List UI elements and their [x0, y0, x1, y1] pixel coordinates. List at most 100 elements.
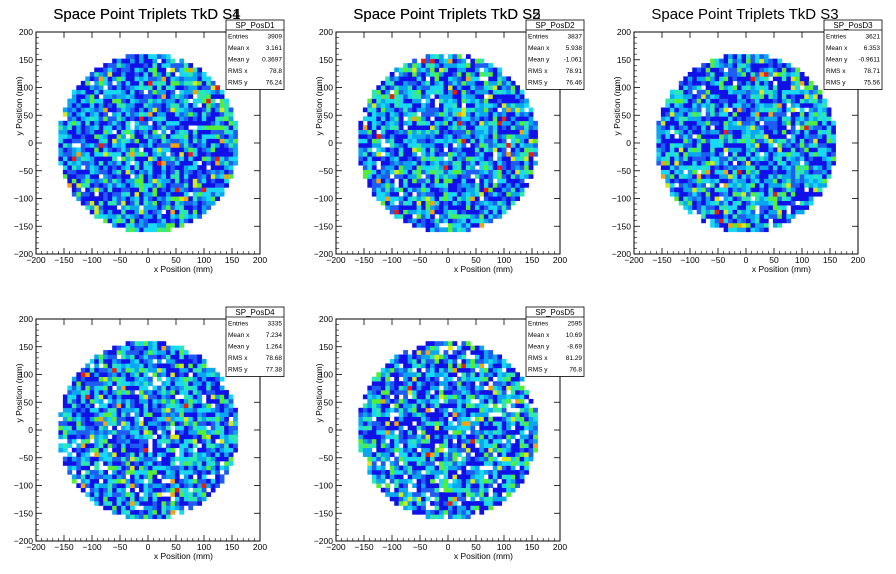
- heatmap-cell: [768, 111, 774, 117]
- heatmap-cell: [497, 94, 503, 99]
- heatmap-cell: [148, 147, 153, 153]
- heatmap-cell: [403, 98, 408, 104]
- heatmap-cell: [656, 151, 662, 157]
- heatmap-cell: [790, 71, 796, 77]
- heatmap-cell: [488, 80, 494, 86]
- heatmap-cell: [76, 416, 82, 422]
- heatmap-cell: [808, 191, 814, 197]
- heatmap-cell: [669, 169, 675, 175]
- heatmap-cell: [506, 111, 512, 117]
- heatmap-cell: [533, 138, 538, 144]
- heatmap-cell: [76, 461, 82, 466]
- heatmap-cell: [474, 143, 480, 148]
- heatmap-cell: [385, 134, 391, 139]
- heatmap-cell: [701, 129, 706, 135]
- heatmap-cell: [786, 196, 792, 202]
- heatmap-cell: [130, 54, 135, 59]
- heatmap-cell: [394, 187, 400, 193]
- heatmap-cell: [528, 138, 534, 144]
- heatmap-cell: [125, 111, 131, 117]
- heatmap-cell: [103, 421, 108, 426]
- heatmap-cell: [71, 138, 77, 144]
- heatmap-cell: [107, 438, 113, 444]
- heatmap-cell: [434, 54, 440, 59]
- heatmap-cell: [152, 89, 158, 95]
- heatmap-cell: [121, 505, 126, 511]
- heatmap-cell: [148, 407, 153, 413]
- heatmap-cell: [179, 447, 185, 453]
- heatmap-cell: [786, 116, 792, 122]
- heatmap-cell: [170, 89, 176, 95]
- heatmap-cell: [215, 147, 220, 153]
- heatmap-cell: [804, 111, 810, 117]
- heatmap-cell: [817, 147, 823, 153]
- heatmap-cell: [371, 116, 377, 122]
- heatmap-cell: [737, 214, 742, 219]
- heatmap-cell: [737, 71, 742, 77]
- heatmap-cell: [398, 98, 404, 104]
- heatmap-cell: [510, 143, 516, 148]
- heatmap-cell: [705, 138, 711, 144]
- heatmap-cell: [139, 452, 144, 457]
- heatmap-cell: [98, 390, 104, 395]
- heatmap-cell: [156, 160, 162, 166]
- heatmap-cell: [804, 134, 810, 139]
- heatmap-cell: [156, 214, 162, 219]
- heatmap-cell: [170, 363, 176, 369]
- heatmap-cell: [439, 214, 444, 219]
- heatmap-cell: [139, 425, 144, 431]
- heatmap-cell: [94, 398, 100, 404]
- heatmap-cell: [165, 501, 171, 506]
- heatmap-cell: [148, 151, 153, 157]
- heatmap-cell: [85, 165, 91, 170]
- heatmap-cell: [448, 182, 453, 188]
- heatmap-cell: [790, 187, 796, 193]
- heatmap-cell: [465, 200, 471, 206]
- heatmap-cell: [443, 151, 449, 157]
- heatmap-cell: [456, 103, 462, 108]
- heatmap-cell: [826, 165, 832, 170]
- heatmap-cell: [358, 156, 364, 162]
- heatmap-cell: [501, 94, 507, 99]
- heatmap-cell: [741, 120, 747, 126]
- heatmap-cell: [759, 191, 765, 197]
- y-tick-label: −200: [14, 249, 33, 259]
- heatmap-cell: [130, 143, 135, 148]
- heatmap-cell: [723, 191, 729, 197]
- heatmap-cell: [683, 196, 689, 202]
- heatmap-cell: [112, 372, 117, 378]
- heatmap-cell: [452, 85, 458, 91]
- heatmap-cell: [152, 469, 158, 475]
- heatmap-cell: [448, 160, 453, 166]
- heatmap-cell: [448, 89, 453, 95]
- heatmap-cell: [719, 187, 724, 193]
- heatmap-cell: [210, 160, 216, 166]
- heatmap-cell: [385, 191, 391, 197]
- heatmap-cell: [156, 54, 162, 59]
- heatmap-cell: [174, 94, 180, 99]
- heatmap-cell: [488, 76, 494, 82]
- heatmap-cell: [134, 501, 140, 506]
- heatmap-cell: [143, 129, 149, 135]
- heatmap-cell: [461, 174, 467, 179]
- heatmap-cell: [723, 174, 729, 179]
- heatmap-cell: [139, 156, 144, 162]
- heatmap-cell: [741, 214, 747, 219]
- heatmap-cell: [465, 129, 471, 135]
- heatmap-cell: [89, 151, 95, 157]
- heatmap-cell: [430, 103, 435, 108]
- heatmap-cell: [112, 151, 117, 157]
- heatmap-cell: [407, 107, 413, 113]
- heatmap-cell: [754, 63, 760, 68]
- heatmap-cell: [705, 209, 711, 215]
- heatmap-cell: [728, 85, 733, 91]
- heatmap-cell: [80, 425, 86, 431]
- heatmap-cell: [76, 178, 82, 184]
- stats-label: Mean x: [228, 45, 250, 52]
- heatmap-cell: [510, 196, 516, 202]
- heatmap-cell: [813, 107, 818, 113]
- heatmap-cell: [492, 205, 498, 210]
- heatmap-cell: [143, 354, 149, 360]
- heatmap-cell: [407, 209, 413, 215]
- heatmap-cell: [179, 398, 185, 404]
